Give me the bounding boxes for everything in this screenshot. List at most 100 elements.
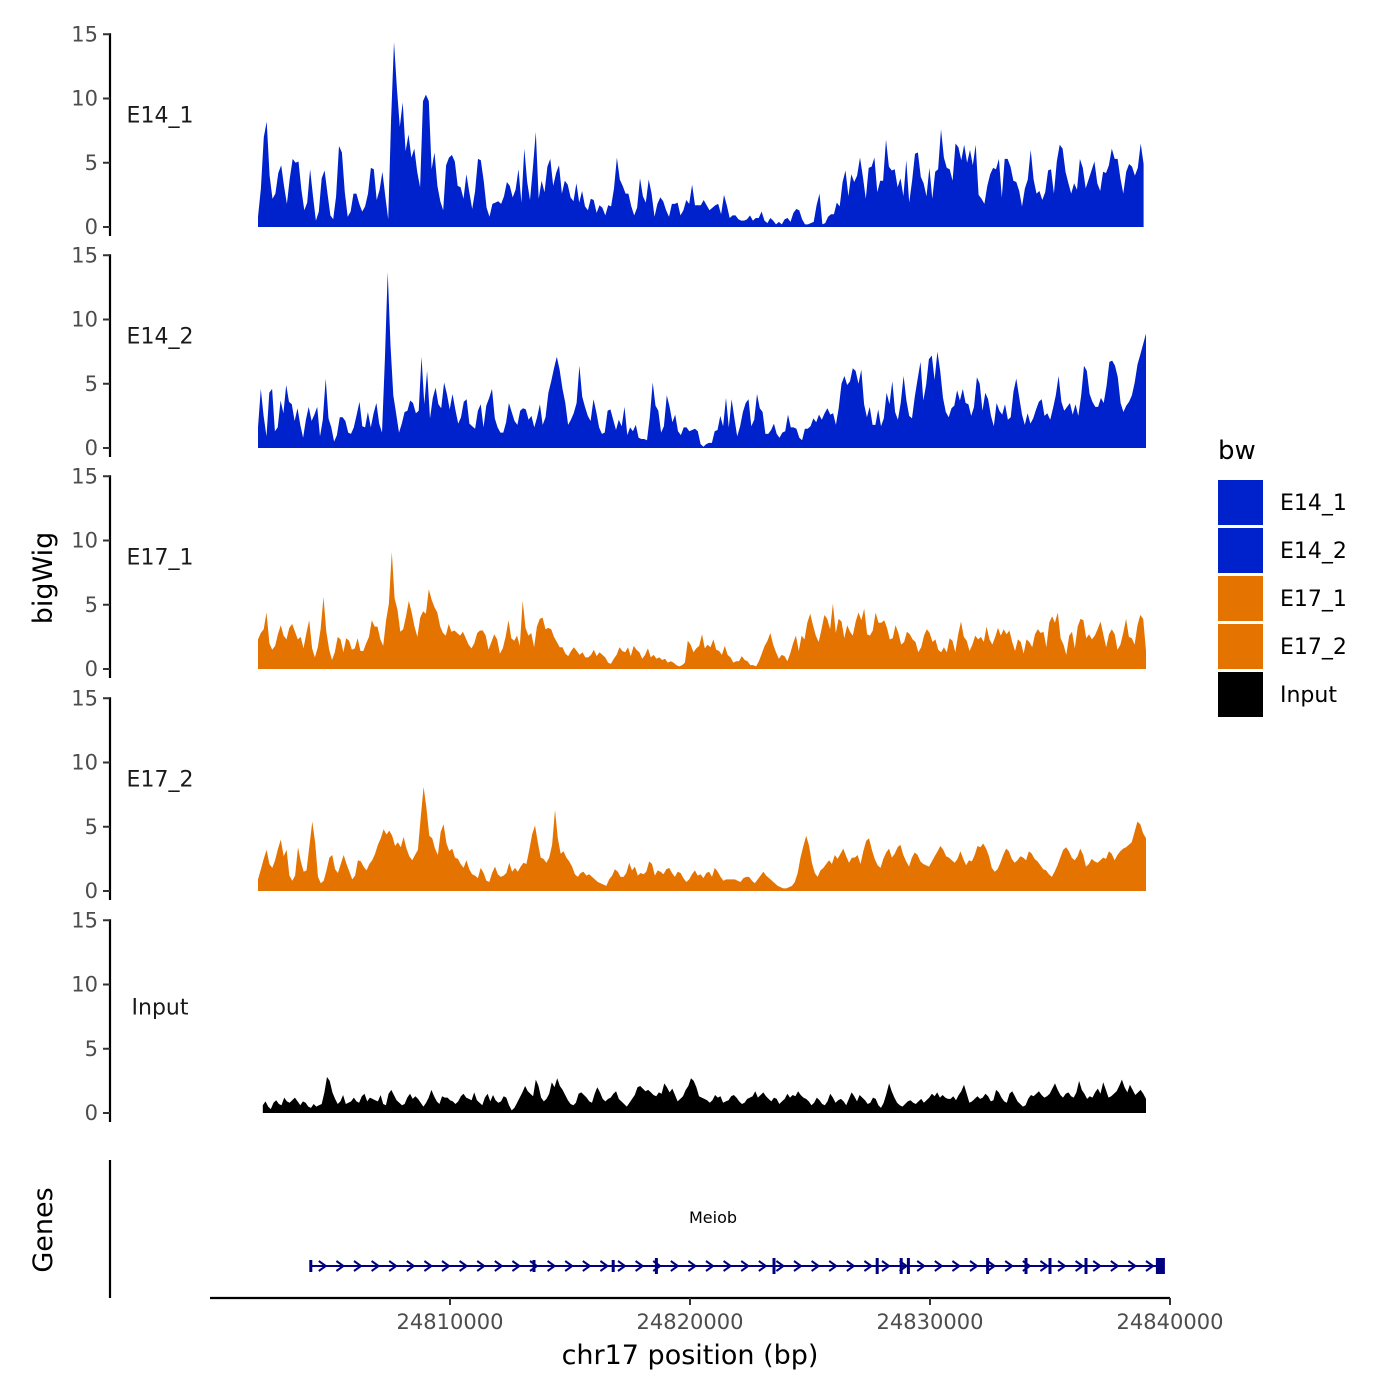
strand-arrow xyxy=(318,1260,328,1272)
coverage-area-e14-1 xyxy=(258,42,1144,227)
panel-label-e17-2: E17_2 xyxy=(127,767,194,792)
panel-label-e17-1: E17_1 xyxy=(127,545,194,570)
gene-exon xyxy=(1024,1258,1028,1274)
panel-label-e14-1: E14_1 xyxy=(127,103,194,128)
strand-arrow xyxy=(705,1260,715,1272)
strand-arrow xyxy=(371,1260,381,1272)
strand-arrow xyxy=(1092,1260,1102,1272)
y-tick-label: 0 xyxy=(85,436,98,460)
gene-label: Meiob xyxy=(689,1208,737,1227)
strand-arrow xyxy=(775,1260,786,1272)
strand-arrow xyxy=(1057,1260,1067,1272)
strand-arrow xyxy=(723,1260,733,1272)
x-axis-title: chr17 position (bp) xyxy=(562,1340,819,1371)
legend-label: E17_1 xyxy=(1280,587,1347,612)
legend-swatch xyxy=(1218,480,1263,525)
strand-arrow xyxy=(811,1260,821,1272)
legend-swatch xyxy=(1218,624,1263,669)
legend-label: E14_2 xyxy=(1280,539,1347,564)
strand-arrow xyxy=(1127,1260,1138,1272)
y-tick-label: 5 xyxy=(85,372,98,396)
coverage-area-e14-2 xyxy=(258,272,1146,448)
y-tick-label: 10 xyxy=(71,529,98,553)
strand-arrow xyxy=(547,1260,557,1272)
y-tick-label: 5 xyxy=(85,815,98,839)
strand-arrow xyxy=(828,1260,838,1272)
track-panels: 0 5 10 15 E14_1 0 5 10 15 E14_2 0 5 10 15 E17_1 0 5 10 15 E… xyxy=(71,22,1146,1125)
track-panel-e14-2: 0 5 10 15 E14_2 xyxy=(71,243,1146,460)
gene-exon xyxy=(309,1260,313,1272)
strand-arrow xyxy=(863,1260,874,1272)
x-tick-label: 24830000 xyxy=(877,1310,984,1334)
y-tick-label: 15 xyxy=(71,464,98,488)
coverage-area-e17-1 xyxy=(258,552,1146,669)
y-tick-label: 10 xyxy=(71,751,98,775)
y-tick-label: 0 xyxy=(85,657,98,681)
strand-arrow xyxy=(951,1260,962,1272)
y-tick-label: 5 xyxy=(85,593,98,617)
y-tick-label: 0 xyxy=(85,215,98,239)
genes-axis-title: Genes xyxy=(28,1187,59,1272)
legend-item-input: Input xyxy=(1218,672,1337,717)
strand-arrow xyxy=(758,1260,768,1272)
strand-arrow xyxy=(1004,1260,1014,1272)
legend-item-e17-1: E17_1 xyxy=(1218,576,1347,621)
strand-arrow xyxy=(388,1260,398,1272)
y-tick-label: 10 xyxy=(71,308,98,332)
y-tick-label: 10 xyxy=(71,973,98,997)
gene-exon xyxy=(1084,1258,1088,1274)
x-tick-label: 24840000 xyxy=(1117,1310,1224,1334)
strand-arrow xyxy=(793,1260,803,1272)
strand-arrow xyxy=(459,1260,469,1272)
gene-exon xyxy=(532,1260,536,1272)
gene-exon xyxy=(654,1258,658,1274)
strand-arrow xyxy=(1145,1260,1155,1272)
legend-swatch xyxy=(1218,576,1263,621)
x-tick-label: 24820000 xyxy=(637,1310,744,1334)
x-axis: 24810000 24820000 24830000 24840000 xyxy=(210,1296,1224,1334)
strand-arrow xyxy=(617,1260,627,1272)
strand-arrow xyxy=(635,1260,645,1272)
legend-label: E14_1 xyxy=(1280,491,1347,516)
y-tick-label: 5 xyxy=(85,1037,98,1061)
y-tick-label: 15 xyxy=(71,22,98,46)
y-tick-label: 10 xyxy=(71,87,98,111)
strand-arrow xyxy=(846,1260,856,1272)
strand-arrow xyxy=(494,1260,504,1272)
strand-arrow xyxy=(599,1260,610,1272)
strand-arrow xyxy=(353,1260,363,1272)
strand-arrow xyxy=(441,1260,451,1272)
strand-arrow xyxy=(1075,1260,1085,1272)
y-tick-label: 15 xyxy=(71,908,98,932)
gene-exon xyxy=(1048,1258,1052,1274)
y-tick-label: 0 xyxy=(85,1101,98,1125)
legend-label: Input xyxy=(1280,683,1337,708)
strand-arrow xyxy=(406,1260,416,1272)
strand-arrow xyxy=(987,1260,997,1272)
strand-arrow xyxy=(564,1260,574,1272)
strand-arrow xyxy=(934,1260,944,1272)
legend-item-e14-1: E14_1 xyxy=(1218,480,1347,525)
y-tick-label: 0 xyxy=(85,879,98,903)
gene-exon xyxy=(1155,1258,1165,1274)
legend-swatch xyxy=(1218,528,1263,573)
gene-exon xyxy=(875,1258,879,1274)
panel-label-input: Input xyxy=(132,995,189,1020)
strand-arrow xyxy=(687,1260,698,1272)
strand-arrow xyxy=(1110,1260,1120,1272)
track-panel-e14-1: 0 5 10 15 E14_1 xyxy=(71,22,1144,239)
gene-exon xyxy=(986,1258,990,1274)
legend-item-e17-2: E17_2 xyxy=(1218,624,1347,669)
strand-arrow xyxy=(511,1260,522,1272)
gene-track-panel: Meiob xyxy=(108,1160,1165,1298)
track-panel-e17-1: 0 5 10 15 E17_1 xyxy=(71,464,1146,681)
legend-title: bw xyxy=(1218,436,1256,466)
x-tick-label: 24810000 xyxy=(397,1310,504,1334)
y-tick-label: 15 xyxy=(71,243,98,267)
gene-exon xyxy=(906,1258,910,1274)
strand-arrow xyxy=(582,1260,592,1272)
y-axis-title: bigWig xyxy=(28,532,59,625)
legend-swatch xyxy=(1218,672,1263,717)
legend: bw E14_1 E14_2 E17_1 E17_2 Input xyxy=(1218,436,1347,717)
